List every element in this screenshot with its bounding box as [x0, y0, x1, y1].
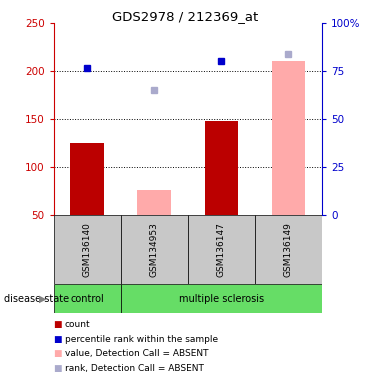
Bar — [121, 215, 188, 284]
Text: multiple sclerosis: multiple sclerosis — [179, 293, 264, 304]
Text: GSM136149: GSM136149 — [284, 222, 293, 277]
Bar — [272, 61, 305, 215]
Bar — [54, 215, 121, 284]
Text: control: control — [70, 293, 104, 304]
Bar — [188, 215, 255, 284]
Text: ■: ■ — [53, 334, 61, 344]
Text: ■: ■ — [53, 320, 61, 329]
Bar — [54, 284, 121, 313]
Text: value, Detection Call = ABSENT: value, Detection Call = ABSENT — [65, 349, 208, 358]
Bar — [205, 121, 238, 215]
Text: GSM136147: GSM136147 — [217, 222, 226, 277]
Text: GDS2978 / 212369_at: GDS2978 / 212369_at — [112, 10, 258, 23]
Text: disease state: disease state — [4, 293, 69, 304]
Text: percentile rank within the sample: percentile rank within the sample — [65, 334, 218, 344]
Bar — [138, 190, 171, 215]
Text: GSM136140: GSM136140 — [83, 222, 92, 277]
Text: rank, Detection Call = ABSENT: rank, Detection Call = ABSENT — [65, 364, 204, 373]
Text: count: count — [65, 320, 90, 329]
Text: ■: ■ — [53, 364, 61, 373]
Text: GSM134953: GSM134953 — [150, 222, 159, 277]
Bar — [70, 143, 104, 215]
Bar — [255, 215, 322, 284]
Text: ▶: ▶ — [39, 293, 46, 304]
Bar — [121, 284, 322, 313]
Text: ■: ■ — [53, 349, 61, 358]
